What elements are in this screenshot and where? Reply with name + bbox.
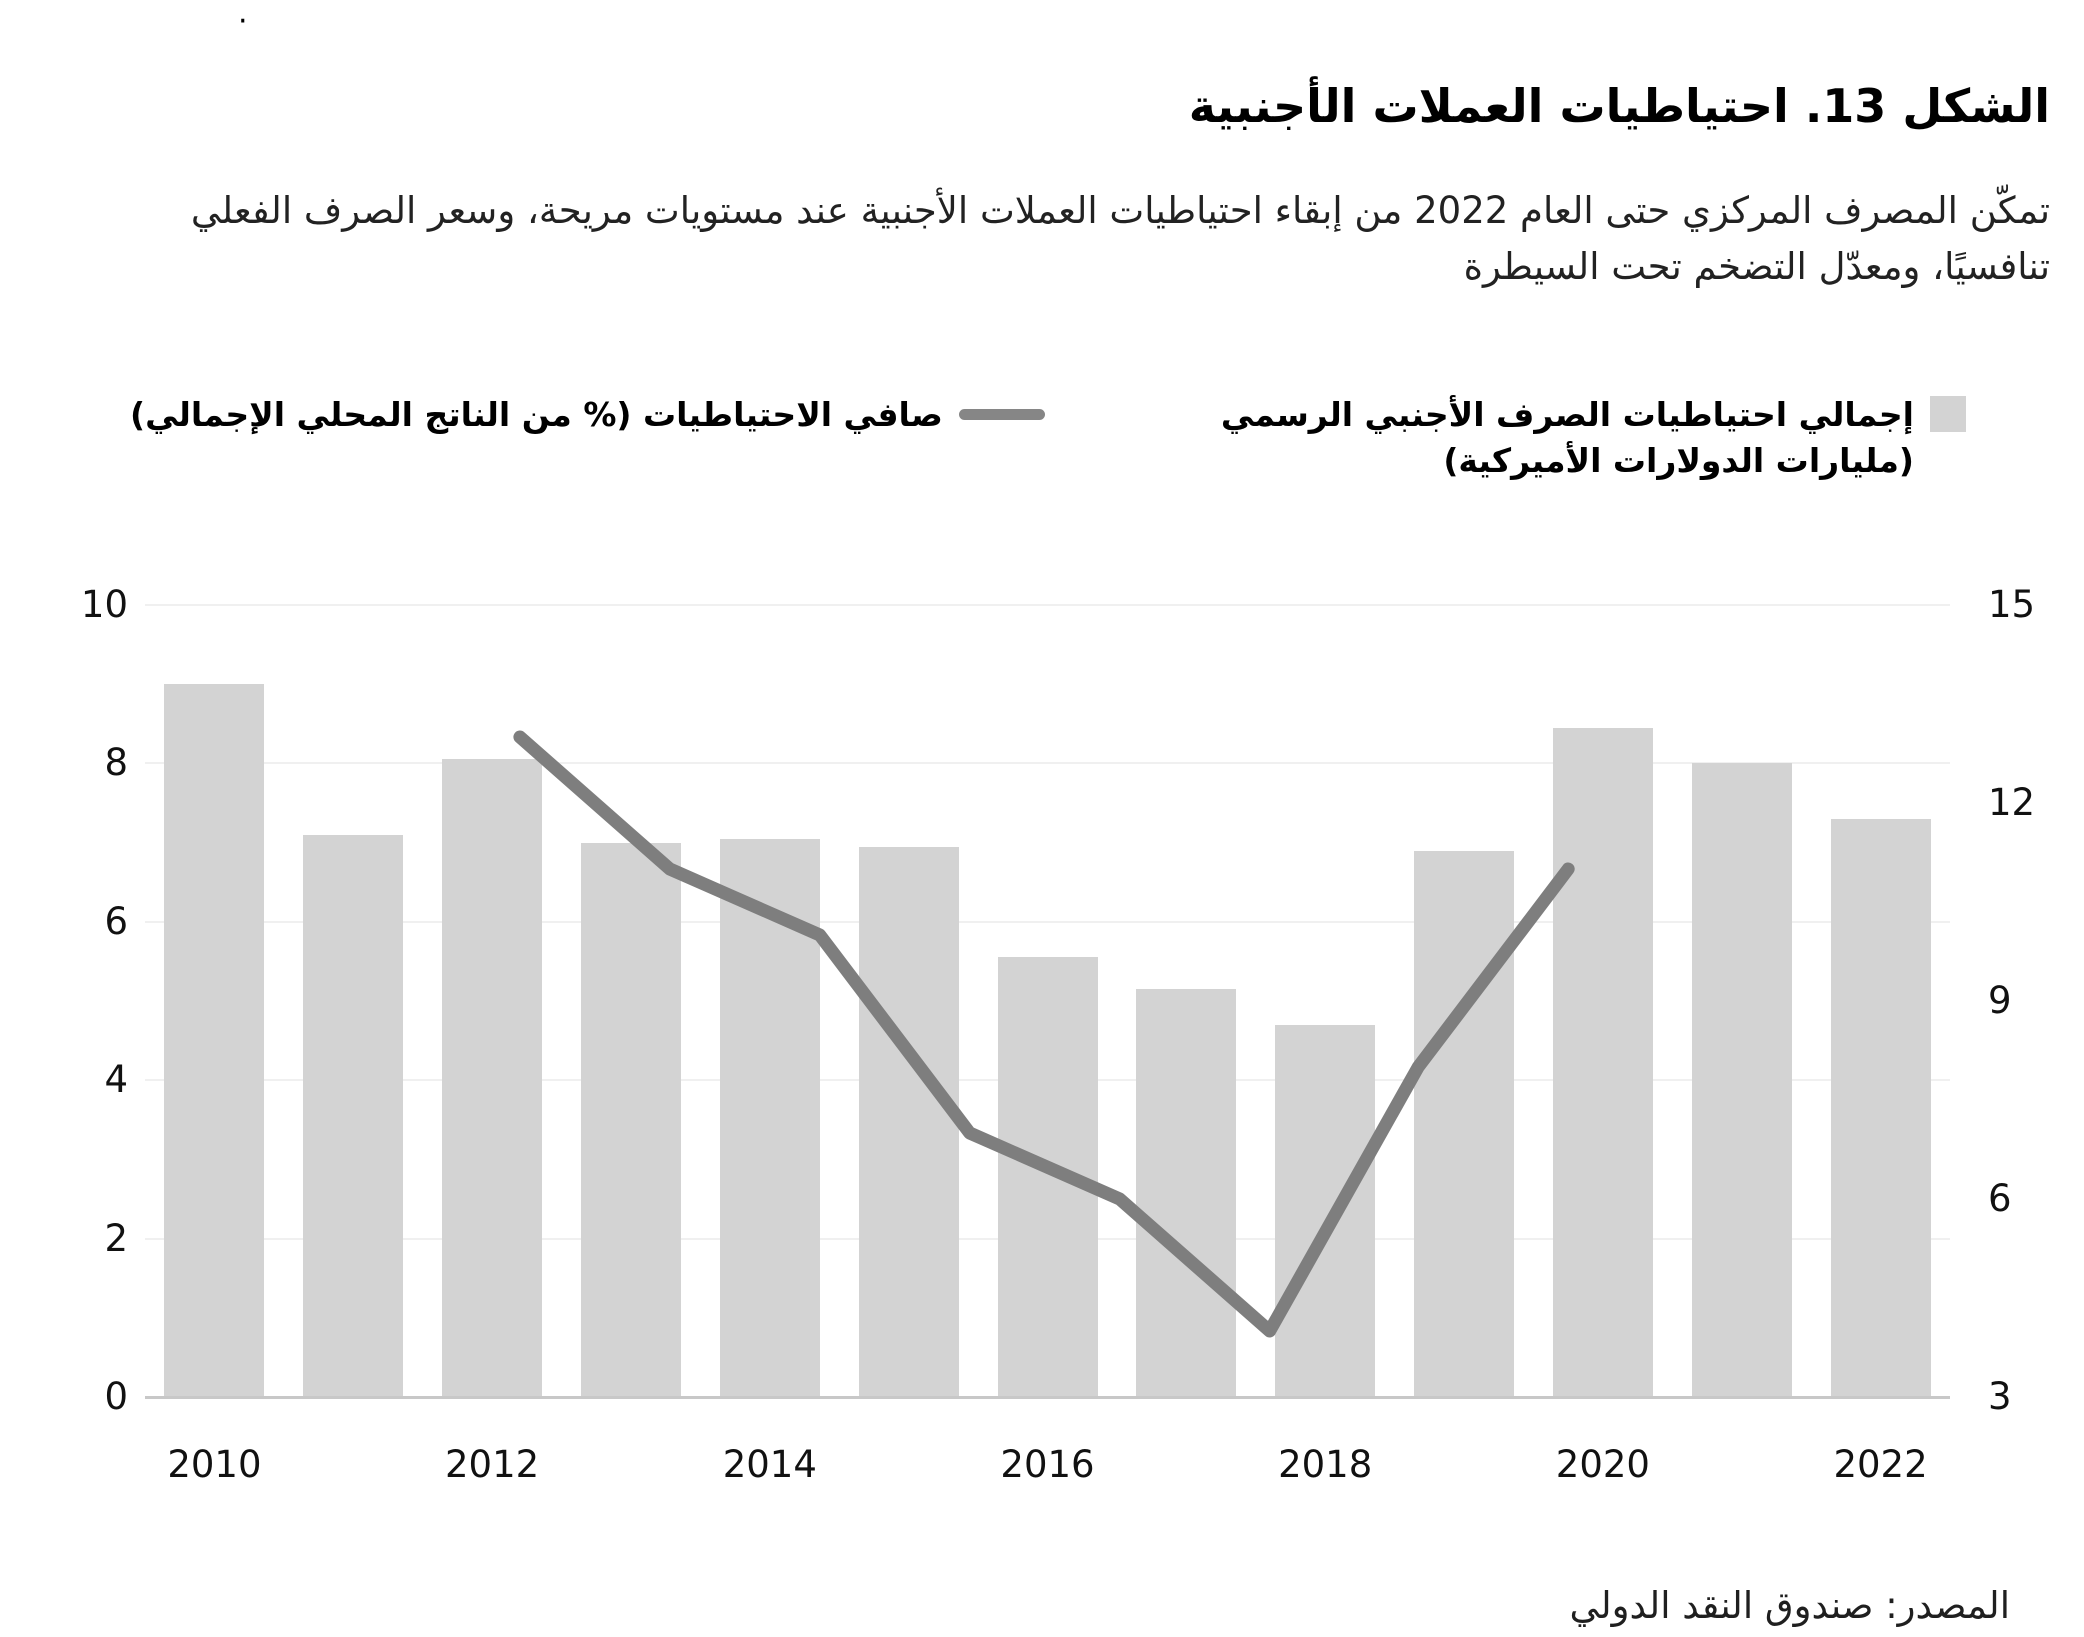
chart-subtitle: تمكّن المصرف المركزي حتى العام 2022 من إ… xyxy=(190,189,2050,288)
gridline-8 xyxy=(145,762,1950,765)
bar-2019 xyxy=(1414,850,1515,1397)
gridline-6 xyxy=(145,920,1950,923)
left-axis-tick-0: 0 xyxy=(104,1375,128,1418)
x-axis-tick-2012: 2012 xyxy=(445,1443,540,1486)
x-axis-line xyxy=(145,1396,1950,1399)
source-note: المصدر: صندوق النقد الدولي xyxy=(1569,1584,2010,1627)
left-axis-tick-8: 8 xyxy=(104,741,128,785)
page-title: الشكل 13. احتياطيات العملات الأجنبية xyxy=(1188,78,2051,133)
legend-item-net-reserves: صافي الاحتياطيات (% من الناتج المحلي الإ… xyxy=(130,392,1045,438)
bar-2011 xyxy=(303,834,404,1397)
bar-2015 xyxy=(858,846,959,1397)
x-axis-tick-2014: 2014 xyxy=(722,1443,817,1486)
bar-2017 xyxy=(1136,989,1237,1397)
x-axis-tick-2016: 2016 xyxy=(1000,1443,1095,1486)
chart: 0 2 4 6 8 10 3 6 9 12 15 2010 2012 2014 2016 2018 2020 20… xyxy=(0,583,2084,1486)
legend: إجمالي احتياطيات الصرف الأجنبي الرسمي (م… xyxy=(130,392,1966,483)
gridline-10 xyxy=(145,604,1950,606)
x-axis-tick-2022: 2022 xyxy=(1833,1443,1928,1486)
bar-2021 xyxy=(1691,763,1792,1397)
right-axis-tick-12: 12 xyxy=(1988,781,2036,824)
right-axis-tick-3: 3 xyxy=(1988,1375,2012,1418)
bar-swatch-icon xyxy=(1930,396,1966,432)
legend-label-line2: (مليارات الدولارات الأميركية) xyxy=(1443,440,1914,480)
right-axis-tick-9: 9 xyxy=(1988,979,2012,1022)
left-axis-tick-2: 2 xyxy=(104,1216,128,1260)
plot-area xyxy=(145,604,1950,1399)
legend-label-line1: إجمالي احتياطيات الصرف الأجنبي الرسمي xyxy=(1220,395,1914,434)
net-reserves-polyline xyxy=(513,730,1575,1338)
left-axis-tick-4: 4 xyxy=(104,1058,128,1102)
net-reserves-line xyxy=(513,730,1575,1338)
line-swatch-icon xyxy=(958,409,1045,420)
x-axis-tick-2010: 2010 xyxy=(167,1443,262,1486)
legend-label-net-reserves: صافي الاحتياطيات (% من الناتج المحلي الإ… xyxy=(130,395,943,434)
bar-2013 xyxy=(580,842,681,1397)
left-axis-tick-6: 6 xyxy=(104,899,128,943)
bar-2012 xyxy=(442,759,543,1397)
left-axis-tick-10: 10 xyxy=(80,583,128,626)
x-axis-tick-2018: 2018 xyxy=(1278,1443,1373,1486)
right-axis-tick-6: 6 xyxy=(1988,1177,2012,1220)
legend-label-total-reserves: إجمالي احتياطيات الصرف الأجنبي الرسمي (م… xyxy=(1221,392,1914,483)
stray-dot: · xyxy=(238,4,248,39)
bar-2010 xyxy=(164,684,265,1397)
x-axis-tick-2020: 2020 xyxy=(1555,1443,1650,1486)
bar-2022 xyxy=(1830,818,1931,1397)
bar-2018 xyxy=(1275,1024,1376,1397)
right-axis-tick-15: 15 xyxy=(1988,583,2036,626)
bar-2020 xyxy=(1552,727,1653,1397)
legend-item-total-reserves: إجمالي احتياطيات الصرف الأجنبي الرسمي (م… xyxy=(1221,392,1966,483)
